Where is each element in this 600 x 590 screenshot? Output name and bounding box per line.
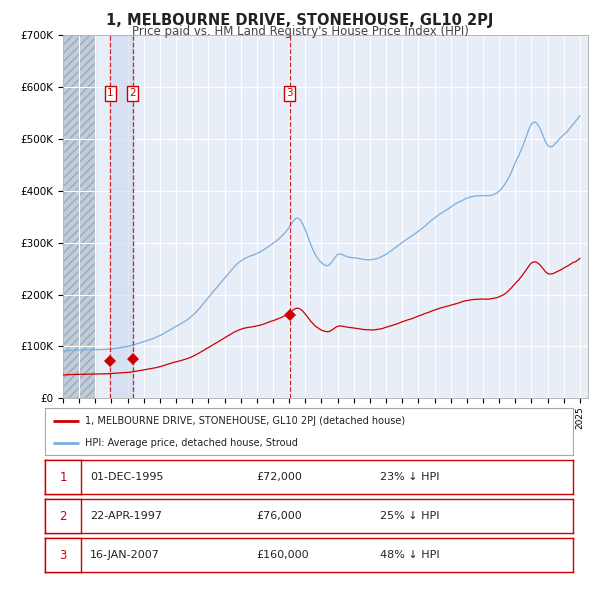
- Text: HPI: Average price, detached house, Stroud: HPI: Average price, detached house, Stro…: [85, 438, 298, 448]
- Text: 1: 1: [107, 88, 113, 99]
- Text: 1, MELBOURNE DRIVE, STONEHOUSE, GL10 2PJ: 1, MELBOURNE DRIVE, STONEHOUSE, GL10 2PJ: [106, 13, 494, 28]
- Bar: [63, 35, 95, 398]
- Bar: [110, 35, 133, 398]
- Text: £72,000: £72,000: [256, 473, 302, 482]
- Text: 1: 1: [59, 471, 67, 484]
- Text: 23% ↓ HPI: 23% ↓ HPI: [380, 473, 440, 482]
- Text: 3: 3: [59, 549, 67, 562]
- Text: 01-DEC-1995: 01-DEC-1995: [90, 473, 163, 482]
- Text: Price paid vs. HM Land Registry's House Price Index (HPI): Price paid vs. HM Land Registry's House …: [131, 25, 469, 38]
- Bar: [63, 35, 95, 398]
- Text: 25% ↓ HPI: 25% ↓ HPI: [380, 512, 440, 521]
- Text: £160,000: £160,000: [256, 550, 309, 560]
- Text: £76,000: £76,000: [256, 512, 302, 521]
- Text: 2: 2: [130, 88, 136, 99]
- Text: 1, MELBOURNE DRIVE, STONEHOUSE, GL10 2PJ (detached house): 1, MELBOURNE DRIVE, STONEHOUSE, GL10 2PJ…: [85, 416, 405, 426]
- Text: 3: 3: [286, 88, 293, 99]
- Text: 16-JAN-2007: 16-JAN-2007: [90, 550, 160, 560]
- Text: 22-APR-1997: 22-APR-1997: [90, 512, 162, 521]
- Text: 2: 2: [59, 510, 67, 523]
- Text: 48% ↓ HPI: 48% ↓ HPI: [380, 550, 440, 560]
